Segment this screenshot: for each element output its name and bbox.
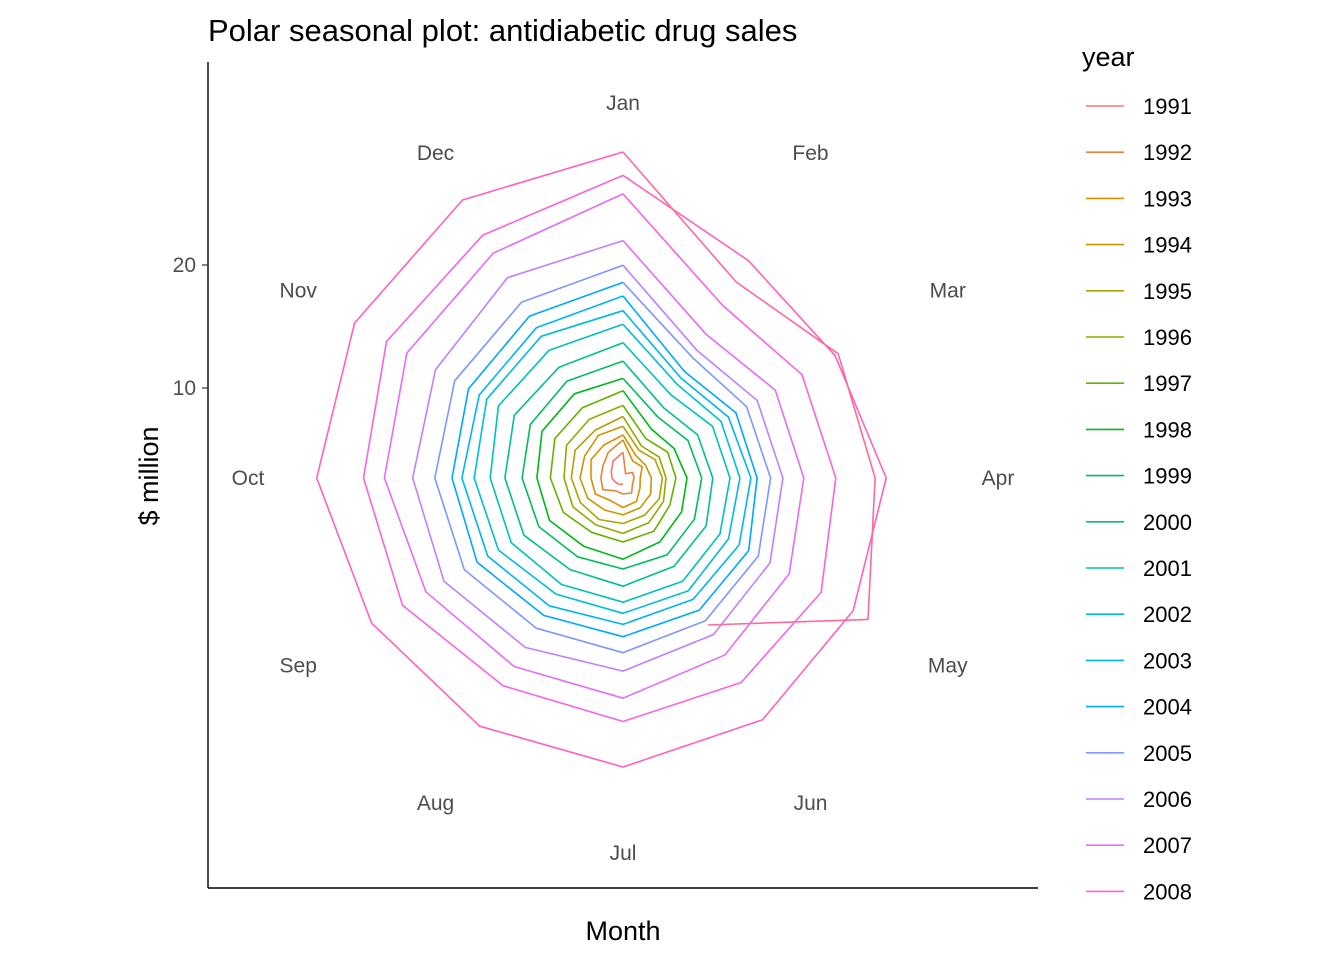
series-line: [521, 360, 703, 570]
series-line: [489, 323, 731, 603]
month-label: Nov: [280, 280, 318, 303]
series-line: [451, 281, 758, 638]
legend-label: 1998: [1143, 417, 1192, 442]
series-line: [473, 309, 741, 615]
series-line: [563, 404, 667, 535]
series-line: [461, 295, 752, 626]
series-line: [570, 415, 664, 525]
series-line: [610, 451, 624, 486]
legend-label: 2001: [1143, 556, 1192, 581]
series-line: [411, 239, 784, 672]
series-line: [590, 434, 643, 509]
month-label: Jul: [610, 842, 637, 865]
legend-label: 2008: [1143, 879, 1192, 904]
month-label: Mar: [930, 280, 966, 303]
legend-label: 1999: [1143, 464, 1192, 489]
legend-label: 2004: [1143, 695, 1192, 720]
month-label: Aug: [417, 792, 454, 815]
y-axis-title: $ million: [134, 426, 164, 525]
y-tick-label: 10: [173, 377, 196, 400]
series-line: [504, 341, 714, 587]
y-tick-label: 20: [173, 254, 196, 277]
series-line: [362, 174, 837, 723]
legend-label: 1996: [1143, 325, 1192, 350]
y-ticks: 10 20: [173, 254, 208, 400]
legend-label: 1993: [1143, 186, 1192, 211]
legend: year 19911992199319941995199619971998199…: [1082, 42, 1192, 904]
month-label: May: [928, 655, 968, 678]
month-label: Apr: [982, 467, 1015, 490]
chart-title: Polar seasonal plot: antidiabetic drug s…: [208, 13, 797, 48]
series-line: [622, 151, 876, 626]
month-label: Feb: [792, 142, 828, 165]
series-line: [600, 439, 635, 495]
month-label: Jun: [794, 792, 828, 815]
month-label: Oct: [232, 467, 265, 490]
legend-label: 1995: [1143, 279, 1192, 304]
legend-label: 1997: [1143, 371, 1192, 396]
legend-title: year: [1082, 42, 1135, 72]
legend-label: 2000: [1143, 510, 1192, 535]
month-label: Jan: [606, 92, 640, 115]
legend-label: 2006: [1143, 787, 1192, 812]
legend-label: 1991: [1143, 94, 1192, 119]
x-axis-title: Month: [585, 916, 660, 946]
series-line: [536, 377, 688, 560]
series-line: [549, 389, 677, 543]
month-labels: Jan Feb Mar Apr May Jun Jul Aug Sep Oct Nov Dec: [232, 92, 1015, 865]
legend-label: 1994: [1143, 233, 1192, 258]
series-line: [434, 264, 772, 654]
series-line: [579, 425, 653, 516]
legend-label: 1992: [1143, 140, 1192, 165]
series-lines: [315, 151, 887, 768]
legend-label: 2003: [1143, 648, 1192, 673]
legend-label: 2007: [1143, 833, 1192, 858]
month-label: Sep: [280, 655, 317, 678]
legend-label: 2002: [1143, 602, 1192, 627]
legend-label: 2005: [1143, 741, 1192, 766]
series-line: [315, 151, 887, 768]
month-label: Dec: [417, 142, 454, 165]
legend-items: 1991 1992 1993 1994 1995 1996 1997 1998 1999 2000…: [1086, 94, 1192, 904]
series-line: [383, 193, 805, 699]
